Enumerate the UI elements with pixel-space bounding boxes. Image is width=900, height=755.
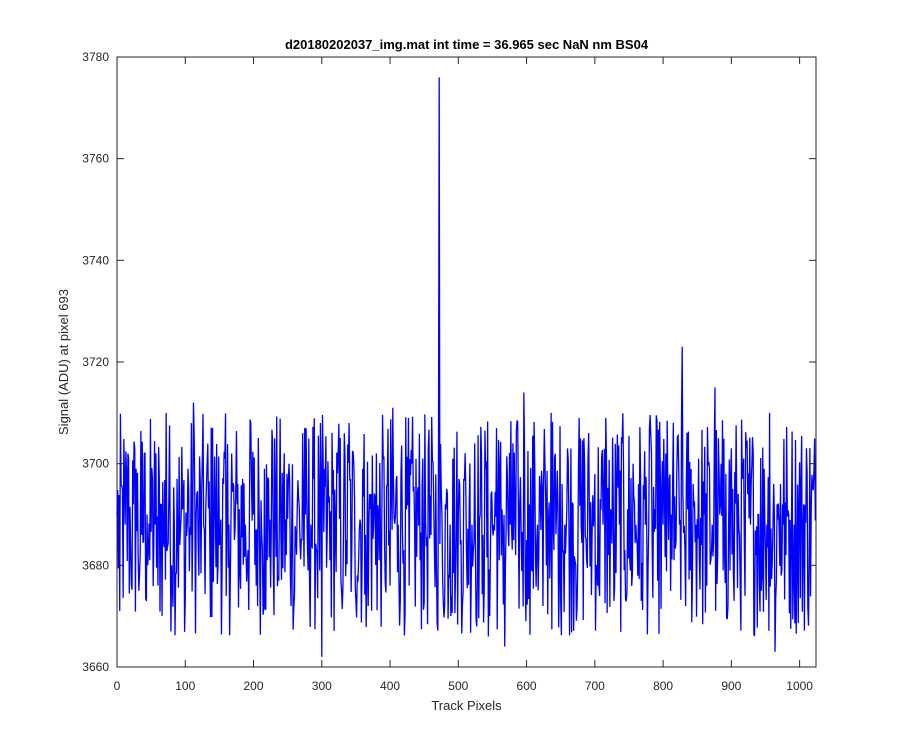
x-axis-label: Track Pixels xyxy=(431,698,502,713)
x-tick-label: 100 xyxy=(175,679,195,693)
y-tick-label: 3660 xyxy=(82,660,109,674)
x-tick-label: 800 xyxy=(653,679,673,693)
y-tick-label: 3780 xyxy=(82,50,109,64)
x-tick-label: 0 xyxy=(114,679,121,693)
signal-series-line xyxy=(116,77,816,657)
x-tick-label: 700 xyxy=(585,679,605,693)
chart-title: d20180202037_img.mat int time = 36.965 s… xyxy=(285,37,649,52)
x-axis: 0 100 200 300 400 500 600 700 800 900 1000 xyxy=(114,57,813,693)
y-axis: 3660 3680 3700 3720 3740 3760 3780 xyxy=(82,50,816,674)
x-tick-label: 900 xyxy=(721,679,741,693)
x-tick-label: 400 xyxy=(380,679,400,693)
x-tick-label: 300 xyxy=(312,679,332,693)
x-tick-label: 600 xyxy=(517,679,537,693)
x-tick-label: 200 xyxy=(244,679,264,693)
y-tick-label: 3740 xyxy=(82,253,109,267)
x-tick-label: 500 xyxy=(448,679,468,693)
y-axis-label: Signal (ADU) at pixel 693 xyxy=(56,289,71,435)
data-layer xyxy=(116,77,816,657)
y-tick-label: 3760 xyxy=(82,152,109,166)
y-tick-label: 3720 xyxy=(82,355,109,369)
y-tick-label: 3700 xyxy=(82,457,109,471)
plot-area xyxy=(116,56,817,668)
y-tick-label: 3680 xyxy=(82,558,109,572)
x-tick-label: 1000 xyxy=(786,679,813,693)
